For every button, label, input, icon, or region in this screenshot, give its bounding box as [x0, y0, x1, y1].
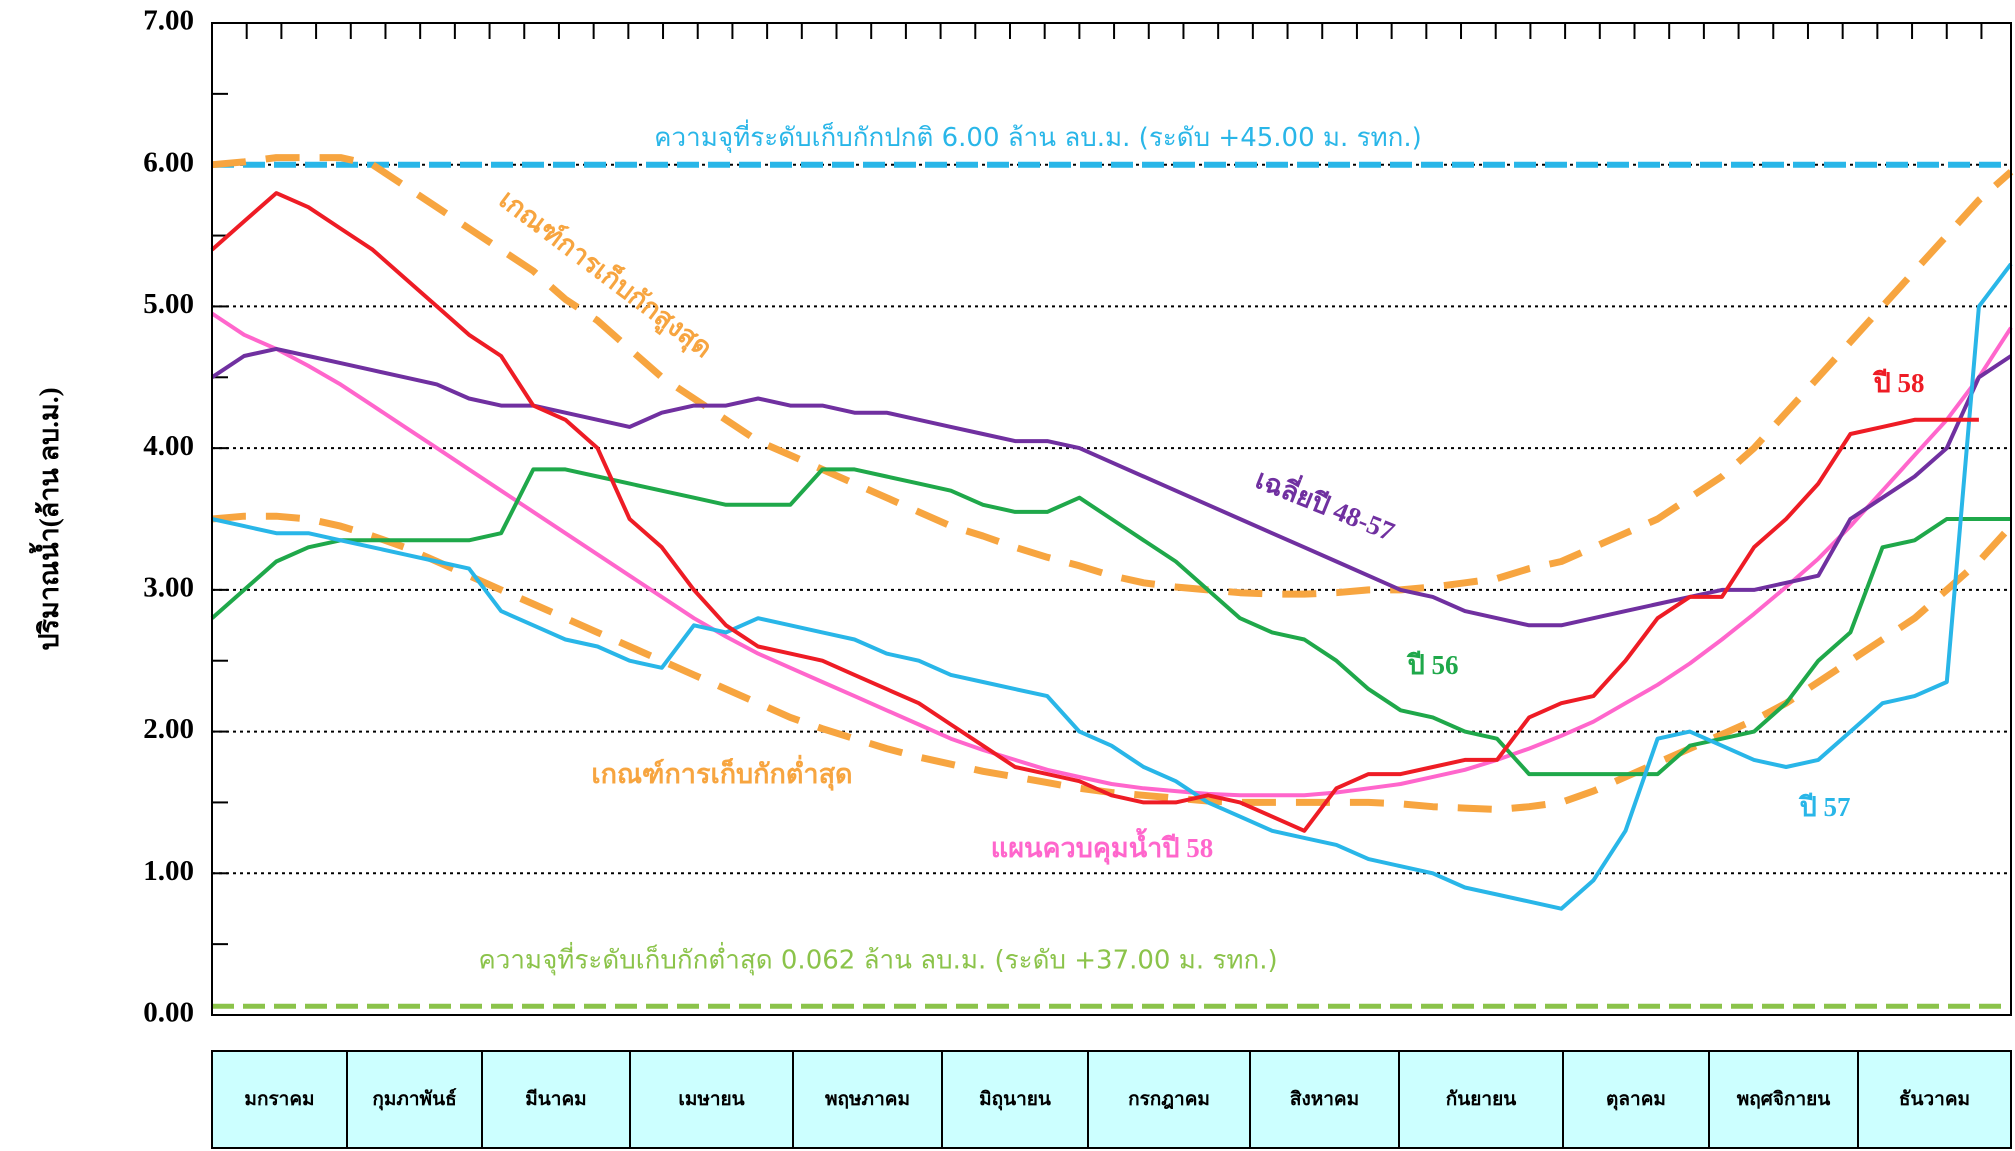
- x-tick-label: มิถุนายน: [979, 1088, 1051, 1111]
- series-label: เกณฑ์การเก็บกักต่ำสุด: [591, 754, 852, 791]
- series-label: ปี 58: [1872, 368, 1924, 398]
- x-tick-label: พฤศจิกายน: [1737, 1088, 1831, 1110]
- series-line: [211, 154, 2014, 598]
- y-tick-label: 7.00: [143, 5, 194, 37]
- y-tick-label: 1.00: [143, 855, 194, 887]
- x-tick-label: ธันวาคม: [1899, 1088, 1970, 1110]
- month-cell: [1562, 1050, 1710, 1149]
- y-tick-label: 5.00: [143, 288, 194, 320]
- month-cell: [481, 1050, 631, 1149]
- y-tick-label: 0.00: [143, 997, 194, 1029]
- series-label: ปี 57: [1798, 792, 1850, 822]
- y-tick-label: 2.00: [143, 713, 194, 745]
- reference-label: ความจุที่ระดับเก็บกักปกติ 6.00 ล้าน ลบ.ม…: [654, 119, 1422, 153]
- series-line: [210, 311, 2013, 798]
- series-label: ปี 56: [1406, 650, 1458, 680]
- series-line: [211, 512, 2014, 813]
- y-tick-label: 3.00: [143, 572, 194, 604]
- month-cell: [1087, 1050, 1251, 1149]
- y-tick-label: 4.00: [143, 430, 194, 462]
- x-tick-label: กรกฎาคม: [1128, 1088, 1210, 1110]
- y-tick-label: 6.00: [143, 146, 194, 178]
- series-line: [211, 262, 2013, 911]
- x-tick-label: กุมภาพันธ์: [372, 1088, 456, 1111]
- plot-frame: [211, 22, 2012, 1016]
- month-cell: [792, 1050, 943, 1149]
- month-cell: [211, 1050, 348, 1149]
- x-tick-label: เมษายน: [678, 1088, 744, 1110]
- x-tick-label: กันยายน: [1446, 1088, 1516, 1110]
- series-line: [210, 191, 1979, 833]
- month-cell: [1857, 1050, 2012, 1149]
- x-tick-label: มีนาคม: [525, 1088, 586, 1110]
- y-axis-label: ปริมาณน้ำ(ล้าน ลบ.ม.): [28, 387, 64, 650]
- month-cell: [941, 1050, 1089, 1149]
- x-tick-label: สิงหาคม: [1290, 1088, 1359, 1110]
- month-cell: [1249, 1050, 1400, 1149]
- series-label: เกณฑ์การเก็บกักสูงสุด: [492, 182, 719, 365]
- reference-label: ความจุที่ระดับเก็บกักต่ำสุด 0.062 ล้าน ล…: [478, 942, 1277, 976]
- month-cell: [1398, 1050, 1564, 1149]
- month-cell: [1708, 1050, 1859, 1149]
- x-tick-label: มกราคม: [244, 1088, 314, 1110]
- x-tick-label: ตุลาคม: [1606, 1088, 1666, 1111]
- series-label: แผนควบคุมน้ำปี 58: [991, 827, 1213, 865]
- month-cell: [346, 1050, 483, 1149]
- x-tick-label: พฤษภาคม: [825, 1088, 910, 1110]
- series-line: [210, 346, 2013, 628]
